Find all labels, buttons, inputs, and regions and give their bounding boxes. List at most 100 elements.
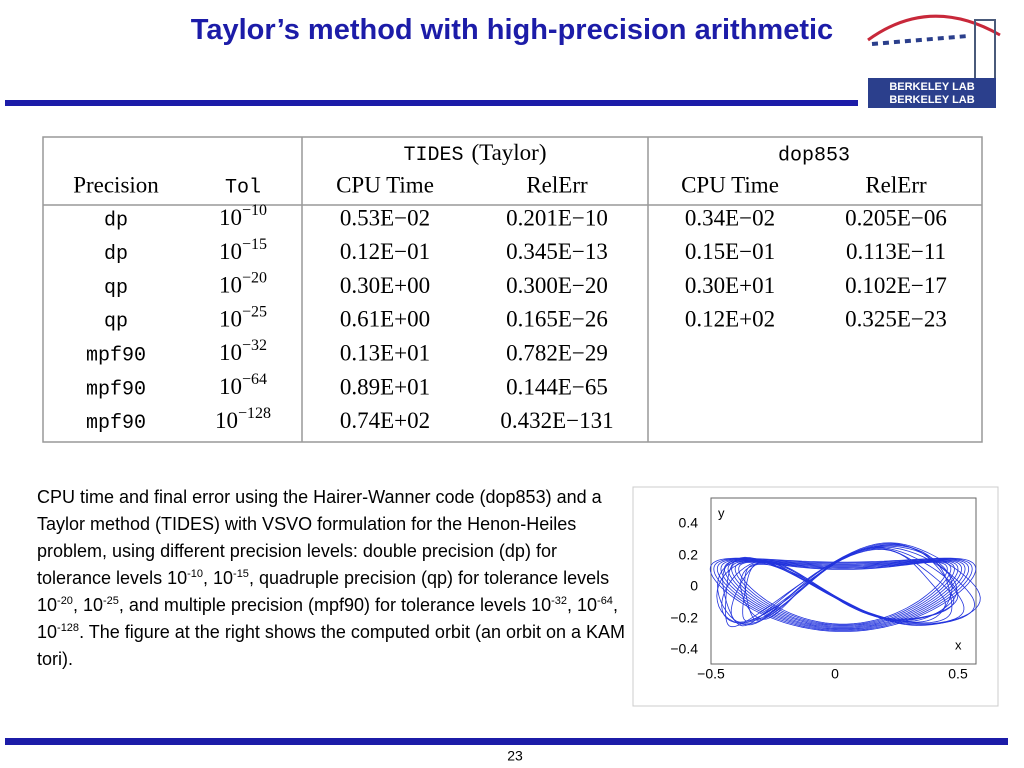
footer-rule <box>5 738 1008 745</box>
precision-cell: mpf90 <box>86 344 146 367</box>
value-cell: 0.15E−01 <box>685 239 775 264</box>
value-cell: 0.89E+01 <box>340 374 430 399</box>
value-cell: 0.165E−26 <box>506 307 608 332</box>
value-cell: 0.30E+00 <box>340 273 430 298</box>
precision-cell: qp <box>104 277 128 300</box>
group-header: TIDES (Taylor) <box>403 140 546 167</box>
y-tick-label: −0.4 <box>670 641 698 657</box>
column-header: CPU Time <box>336 172 434 197</box>
logo-text: BERKELEY LAB <box>889 94 974 106</box>
column-header: RelErr <box>526 172 588 197</box>
tol-exp: −25 <box>242 303 267 320</box>
tol-cell: 10−10 <box>219 202 267 231</box>
value-cell: 0.12E−01 <box>340 239 430 264</box>
header-code: TIDES <box>403 144 463 167</box>
column-header: Precision <box>73 172 159 197</box>
precision-cell: dp <box>104 243 128 266</box>
tol-base: 10 <box>219 239 242 264</box>
x-tick-label: 0 <box>831 666 839 682</box>
precision-cell: mpf90 <box>86 378 146 401</box>
orbit-curve <box>738 561 948 625</box>
value-cell: 0.34E−02 <box>685 205 775 230</box>
caption-text: CPU time and final error using the Haire… <box>37 487 602 588</box>
value-cell: 0.205E−06 <box>845 205 947 230</box>
caption-text: , 10 <box>72 595 103 615</box>
orbit-curve <box>713 558 973 631</box>
page-number: 23 <box>507 748 523 764</box>
caption-text: , 10 <box>37 595 618 642</box>
orbit-curve <box>725 542 981 628</box>
tol-cell: 10−128 <box>215 404 271 433</box>
column-header: Tol <box>225 176 261 199</box>
title-rule <box>5 100 858 106</box>
caption-text: , and multiple precision (mpf90) for tol… <box>118 595 552 615</box>
precision-cell: mpf90 <box>86 412 146 435</box>
value-cell: 0.300E−20 <box>506 273 608 298</box>
x-axis-label: x <box>955 637 962 652</box>
orbit-curve <box>727 560 959 628</box>
y-tick-label: −0.2 <box>670 610 698 626</box>
y-tick-label: 0.2 <box>679 547 699 563</box>
logo <box>867 14 1001 108</box>
tol-base: 10 <box>219 340 242 365</box>
value-cell: 0.113E−11 <box>846 239 946 264</box>
superscript: -32 <box>551 595 567 607</box>
precision-cell: dp <box>104 209 128 232</box>
tol-exp: −64 <box>242 371 267 388</box>
group-header: dop853 <box>778 144 850 167</box>
value-cell: 0.325E−23 <box>845 307 947 332</box>
caption-text: . The figure at the right shows the comp… <box>37 622 626 669</box>
value-cell: 0.74E+02 <box>340 408 430 433</box>
y-tick-label: 0 <box>690 578 698 594</box>
precision-cell: qp <box>104 311 128 334</box>
tol-exp: −15 <box>242 235 267 252</box>
value-cell: 0.144E−65 <box>506 374 608 399</box>
superscript: -15 <box>233 568 249 580</box>
tol-base: 10 <box>219 273 242 298</box>
orbit-curve <box>734 561 952 626</box>
value-cell: 0.102E−17 <box>845 273 947 298</box>
tol-base: 10 <box>219 205 242 230</box>
caption-text: , quadruple precision (qp) for tolerance… <box>37 568 610 615</box>
tol-exp: −32 <box>242 337 267 354</box>
tol-cell: 10−32 <box>219 337 267 366</box>
slide-title: Taylor’s method with high-precision arit… <box>190 14 834 46</box>
value-cell: 0.201E−10 <box>506 205 608 230</box>
tol-cell: 10−20 <box>219 269 267 298</box>
value-cell: 0.13E+01 <box>340 340 430 365</box>
tol-cell: 10−64 <box>219 371 267 400</box>
tol-exp: −20 <box>242 269 267 286</box>
superscript: -10 <box>187 568 203 580</box>
superscript: -64 <box>597 595 613 607</box>
tol-base: 10 <box>219 307 242 332</box>
orbit-curve <box>716 558 970 631</box>
tol-cell: 10−25 <box>219 303 267 332</box>
caption-text: , 10 <box>567 595 598 615</box>
tol-base: 10 <box>219 374 242 399</box>
header-text: (Taylor) <box>471 140 546 165</box>
superscript: -20 <box>57 595 73 607</box>
value-cell: 0.345E−13 <box>506 239 608 264</box>
superscript: -128 <box>57 622 80 634</box>
value-cell: 0.12E+02 <box>685 307 775 332</box>
orbit-figure: −0.5 0 0.5 0.4 0.2 0 −0.2 −0.4 x y <box>632 486 999 707</box>
tol-base: 10 <box>215 408 238 433</box>
value-cell: 0.782E−29 <box>506 340 608 365</box>
value-cell: 0.53E−02 <box>340 205 430 230</box>
tol-cell: 10−15 <box>219 235 267 264</box>
y-tick-label: 0.4 <box>679 515 699 531</box>
orbit-curve <box>720 559 966 630</box>
tol-exp: −128 <box>238 404 271 421</box>
caption: CPU time and final error using the Haire… <box>37 484 627 673</box>
y-axis-label: y <box>718 505 725 520</box>
column-header: CPU Time <box>681 172 779 197</box>
column-header: RelErr <box>865 172 927 197</box>
x-tick-label: −0.5 <box>697 666 725 682</box>
results-table: TIDES (Taylor) dop853 Precision Tol CPU Time R… <box>42 136 983 443</box>
value-cell: 0.61E+00 <box>340 307 430 332</box>
orbit-curve <box>709 557 977 632</box>
caption-text: , 10 <box>203 568 234 588</box>
tol-exp: −10 <box>242 202 267 219</box>
logo-text: BERKELEY LAB <box>889 81 974 93</box>
